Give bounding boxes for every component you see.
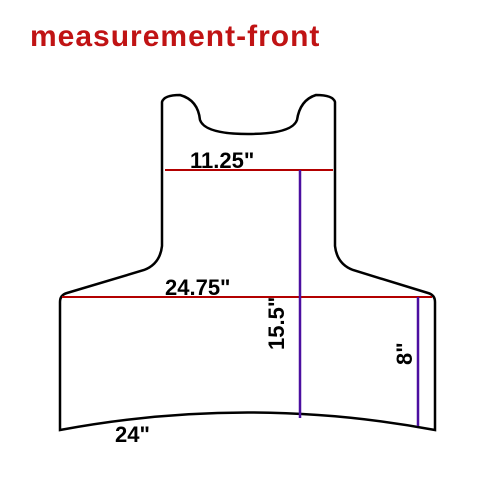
measure-label-center-length: 15.5" <box>264 297 290 350</box>
measure-label-hem-width: 24" <box>115 422 150 448</box>
measure-label-shoulder-width: 11.25" <box>190 148 254 174</box>
measure-label-chest-width: 24.75" <box>165 275 230 301</box>
garment-outline <box>60 95 435 430</box>
measurement-lines <box>62 170 432 426</box>
measurement-diagram <box>0 0 500 500</box>
diagram-title: measurement-front <box>30 20 320 54</box>
measure-label-side-length: 8" <box>392 342 418 365</box>
